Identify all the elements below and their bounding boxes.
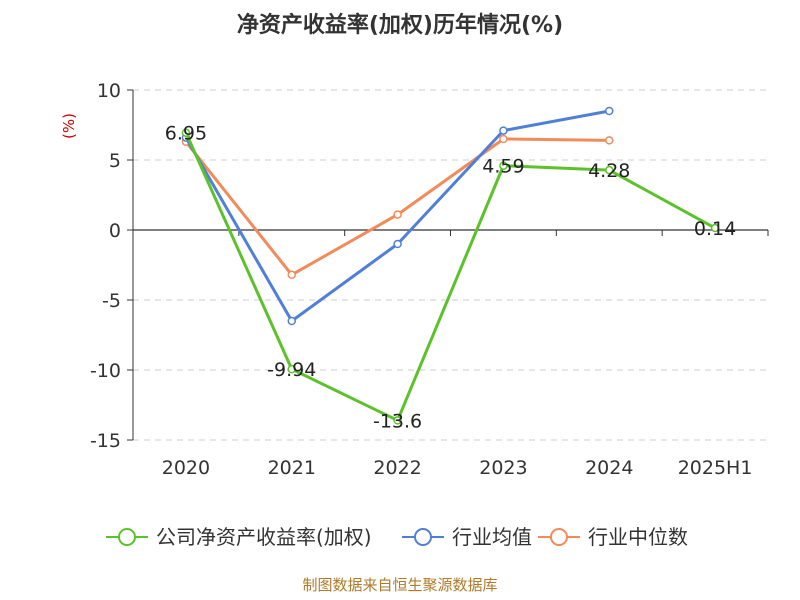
x-tick-label: 2021 <box>268 457 316 479</box>
data-point <box>499 161 508 170</box>
x-tick-label: 2024 <box>585 457 633 479</box>
y-tick-label: -10 <box>90 360 121 382</box>
data-point <box>287 364 296 374</box>
legend-item: 行业中位数 <box>538 525 688 549</box>
data-label: 4.59 <box>482 156 524 178</box>
data-label: -9.94 <box>267 359 316 381</box>
legend-label: 行业中位数 <box>588 525 688 549</box>
series-lines <box>181 106 720 425</box>
data-point <box>499 126 508 135</box>
x-tick-label: 2025H1 <box>678 457 753 479</box>
legend-swatch-marker <box>118 528 136 546</box>
data-label: 0.14 <box>694 218 736 240</box>
legend-label: 行业均值 <box>452 525 532 549</box>
data-labels: 6.95 -9.94 -13.6 4.59 4.28 0.14 <box>165 123 736 433</box>
x-tick-label: 2023 <box>479 457 527 479</box>
x-tick-label: 2020 <box>162 457 210 479</box>
data-point <box>499 134 508 144</box>
legend-swatch-marker <box>414 528 432 546</box>
legend-item: 公司净资产收益率(加权) <box>106 525 372 549</box>
data-point <box>181 128 191 137</box>
y-tick-label: 5 <box>109 150 121 172</box>
y-tick-label: -5 <box>102 290 121 312</box>
data-point <box>287 316 296 326</box>
legend: 公司净资产收益率(加权) 行业均值 行业中位数 <box>106 525 688 549</box>
legend-swatch-marker <box>550 528 568 546</box>
data-source-footer: 制图数据来自恒生聚源数据库 <box>302 576 497 594</box>
y-tick-label: 0 <box>109 220 121 242</box>
y-tick-label: -15 <box>90 430 121 452</box>
data-point <box>605 106 614 116</box>
data-point <box>710 223 720 233</box>
data-point <box>393 210 402 219</box>
data-point <box>287 270 296 280</box>
chart-title: 净资产收益率(加权)历年情况(%) <box>237 12 563 38</box>
data-point <box>605 165 614 175</box>
data-label: -13.6 <box>373 410 422 432</box>
data-point <box>393 239 402 249</box>
y-axis-unit-label: (%) <box>60 113 78 139</box>
series-line <box>184 137 610 277</box>
data-label: 6.95 <box>165 123 207 145</box>
series-line <box>184 132 716 422</box>
data-point <box>393 416 402 425</box>
grid-lines <box>133 89 768 441</box>
axes: 10 5 0 -5 -10 -15 2020 2021 2022 2023 2024 2025H1 <box>90 80 769 479</box>
x-tick-label: 2022 <box>373 457 421 479</box>
data-point <box>605 136 614 145</box>
data-label: 4.28 <box>588 160 630 182</box>
legend-label: 公司净资产收益率(加权) <box>156 525 372 549</box>
legend-item: 行业均值 <box>402 525 532 549</box>
y-tick-label: 10 <box>97 80 121 102</box>
